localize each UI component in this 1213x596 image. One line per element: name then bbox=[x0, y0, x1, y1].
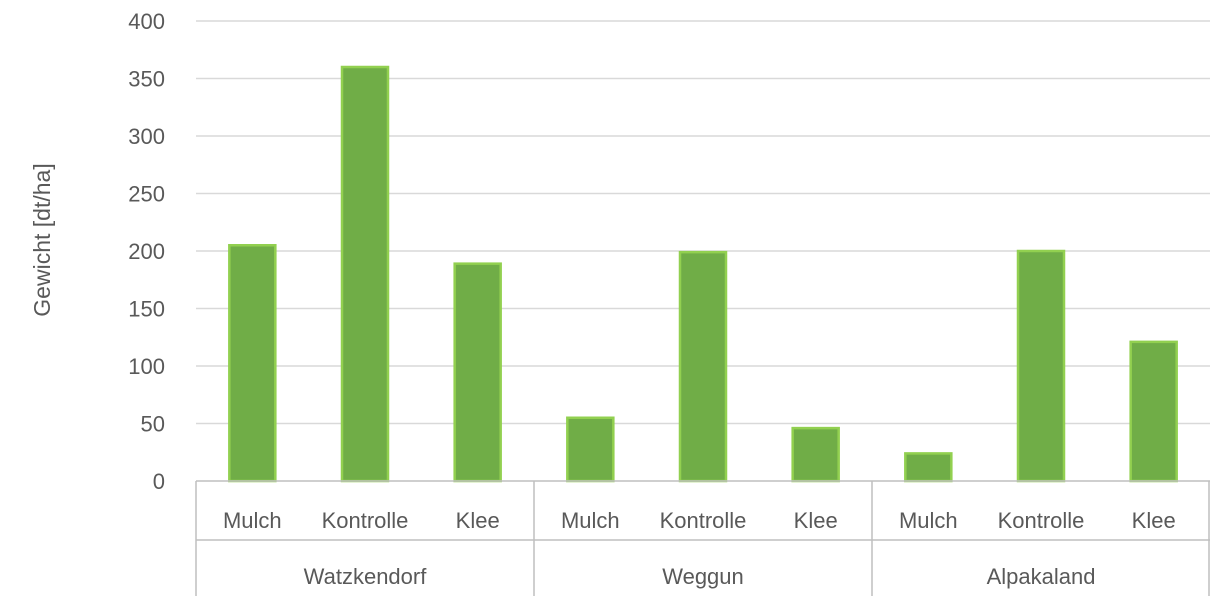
y-tick-label: 250 bbox=[128, 182, 165, 207]
bar bbox=[228, 244, 277, 483]
category-label: Kontrolle bbox=[998, 508, 1085, 533]
category-label: Mulch bbox=[223, 508, 282, 533]
bar bbox=[791, 426, 840, 483]
category-label: Klee bbox=[1132, 508, 1176, 533]
category-label: Klee bbox=[794, 508, 838, 533]
group-label: Weggun bbox=[662, 564, 744, 589]
y-axis-label: Gewicht [dt/ha] bbox=[29, 163, 55, 316]
y-tick-label: 100 bbox=[128, 354, 165, 379]
y-tick-label: 150 bbox=[128, 297, 165, 322]
bars bbox=[228, 65, 1178, 483]
bar bbox=[904, 452, 953, 483]
bar bbox=[453, 262, 502, 483]
bar bbox=[340, 65, 390, 483]
category-label: Kontrolle bbox=[322, 508, 409, 533]
bar bbox=[678, 250, 728, 483]
y-tick-label: 50 bbox=[141, 412, 165, 437]
y-tick-label: 0 bbox=[153, 469, 165, 494]
category-label: Mulch bbox=[899, 508, 958, 533]
category-label: Kontrolle bbox=[660, 508, 747, 533]
x-axis: Mulch Kontrolle Klee Watzkendorf Mulch Kontro… bbox=[195, 480, 1210, 596]
category-label: Mulch bbox=[561, 508, 620, 533]
y-tick-label: 400 bbox=[128, 9, 165, 34]
bar bbox=[566, 416, 615, 483]
y-axis-ticks: 0 50 100 150 200 250 300 350 400 bbox=[128, 9, 165, 494]
y-tick-label: 300 bbox=[128, 124, 165, 149]
group-label: Watzkendorf bbox=[304, 564, 428, 589]
y-tick-label: 350 bbox=[128, 67, 165, 92]
category-label: Klee bbox=[456, 508, 500, 533]
bar bbox=[1016, 249, 1066, 483]
bar bbox=[1129, 340, 1178, 483]
group-label: Alpakaland bbox=[987, 564, 1096, 589]
y-tick-label: 200 bbox=[128, 239, 165, 264]
